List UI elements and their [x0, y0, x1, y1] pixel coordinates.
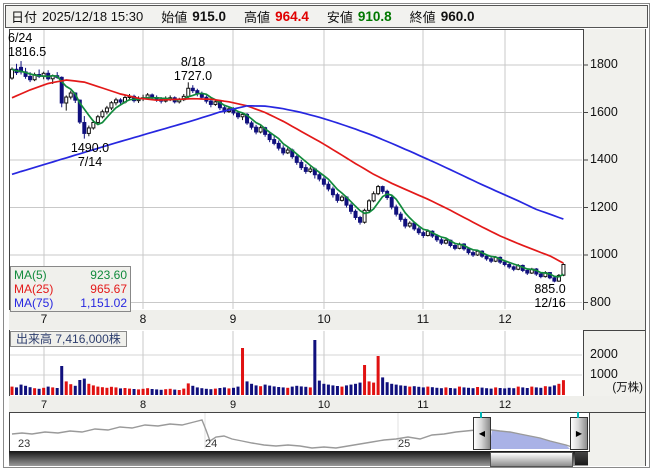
selection-marker-right — [577, 412, 579, 418]
low-label: 安値 — [326, 10, 353, 25]
ma-legend-row: MA(5) 923.60 — [14, 268, 127, 282]
month-label: 8 — [139, 399, 147, 411]
month-label: 8 — [139, 312, 147, 326]
month-label: 12 — [498, 399, 512, 411]
scrollbar-thumb[interactable] — [490, 452, 573, 467]
month-label: 11 — [417, 399, 429, 411]
volume-label: 出来高 — [16, 332, 53, 346]
volume-value: 7,416,000株 — [55, 332, 121, 346]
price-axis-label: 1400 — [590, 152, 618, 166]
low-value: 910.8 — [357, 9, 392, 24]
date-value: 2025/12/18 15:30 — [42, 9, 144, 24]
chart-annotation: 885.0 12/16 — [534, 282, 566, 310]
outer-frame — [3, 3, 650, 468]
selection-marker-left — [480, 412, 482, 418]
volume-axis-label: 2000 — [590, 347, 618, 361]
ma-legend-row: MA(75) 1,151.02 — [14, 296, 127, 310]
month-label: 7 — [40, 399, 48, 411]
month-label: 10 — [317, 399, 331, 411]
price-axis-label: 800 — [590, 294, 611, 309]
left-arrow-icon: ◀ — [478, 429, 486, 438]
year-label: 24 — [205, 438, 218, 450]
month-label: 9 — [229, 399, 237, 411]
scrollbar-track[interactable] — [9, 451, 588, 466]
ma-legend: MA(5) 923.60 MA(25) 965.67 MA(75) 1,151.02 — [10, 266, 131, 312]
price-axis-label: 1800 — [590, 57, 618, 71]
right-axis-column — [583, 29, 646, 466]
right-arrow-icon: ▶ — [575, 429, 583, 438]
high-value: 964.4 — [275, 9, 309, 24]
price-axis-label: 1000 — [590, 247, 618, 261]
open-value: 915.0 — [192, 9, 227, 24]
close-value: 960.0 — [440, 9, 475, 24]
ma-legend-row: MA(25) 965.67 — [14, 282, 127, 296]
year-label: 23 — [18, 438, 31, 450]
history-navigator[interactable] — [9, 412, 590, 452]
month-label: 10 — [317, 312, 331, 326]
volume-axis-label: 1000 — [590, 367, 618, 381]
month-label: 7 — [40, 312, 48, 326]
month-label: 9 — [229, 312, 237, 326]
chart-annotation: 8/18 1727.0 — [173, 55, 213, 83]
price-axis-label: 1600 — [590, 104, 618, 119]
chart-annotation: 6/24 1816.5 — [8, 31, 47, 59]
chart-annotation: 1490.0 7/14 — [70, 141, 110, 169]
year-label: 25 — [398, 438, 411, 450]
date-label: 日付 — [11, 10, 38, 25]
close-label: 終値 — [409, 10, 436, 25]
quote-header: 日付 2025/12/18 15:30 始値 915.0 高値 964.4 安値… — [5, 5, 648, 28]
navigator-left-button[interactable]: ◀ — [473, 417, 491, 450]
month-label: 12 — [498, 312, 512, 326]
scrollbar-end-cap — [575, 452, 588, 465]
volume-axis-unit: (万株) — [612, 382, 643, 394]
month-label: 11 — [416, 312, 430, 326]
volume-legend: 出来高 7,416,000株 — [10, 331, 127, 347]
open-label: 始値 — [161, 10, 188, 25]
price-axis-label: 1200 — [590, 199, 618, 214]
navigator-right-button[interactable]: ▶ — [570, 417, 588, 450]
high-label: 高値 — [244, 10, 271, 25]
